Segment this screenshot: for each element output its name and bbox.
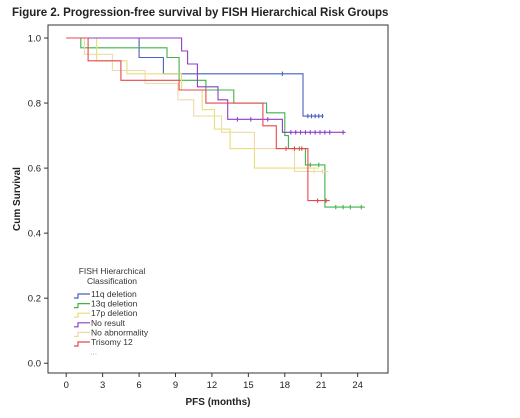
legend-title: Classification xyxy=(87,276,137,286)
legend-label: No result xyxy=(91,318,126,328)
survival-curves xyxy=(66,37,365,210)
legend-item: 11q deletion xyxy=(74,289,137,299)
y-axis-title: Cum Survival xyxy=(12,167,23,231)
survival-line xyxy=(66,37,324,117)
legend-swatch xyxy=(74,341,90,347)
series-trisomy-12 xyxy=(66,37,330,203)
survival-line xyxy=(66,37,365,208)
series-no-result xyxy=(66,37,346,135)
legend-swatch xyxy=(74,312,90,318)
x-axis-title: PFS (months) xyxy=(186,397,251,408)
legend-swatch xyxy=(74,293,90,299)
x-tick-label: 9 xyxy=(173,380,178,391)
y-tick-label: 0.2 xyxy=(28,294,41,305)
series-11q-deletion xyxy=(66,37,324,119)
legend-swatch xyxy=(74,331,90,337)
legend-label: 13q deletion xyxy=(91,299,138,309)
x-tick-label: 21 xyxy=(316,380,327,391)
legend-swatch xyxy=(74,322,90,328)
y-tick-label: 0.8 xyxy=(28,99,41,110)
legend-item: 13q deletion xyxy=(74,299,138,309)
x-tick-label: 6 xyxy=(136,380,141,391)
legend-label: 11q deletion xyxy=(91,289,137,299)
legend-swatch xyxy=(74,303,90,309)
x-tick-label: 3 xyxy=(100,380,105,391)
legend-label: No abnormality xyxy=(91,327,149,337)
series-13q-deletion xyxy=(66,37,365,210)
legend-label: 17p deletion xyxy=(91,308,138,318)
y-tick-label: 0.0 xyxy=(28,359,41,370)
series-no-abnormality xyxy=(66,37,329,174)
x-tick-label: 15 xyxy=(243,380,254,391)
legend-label: Trisomy 12 xyxy=(91,337,133,347)
legend-title: FISH Hierarchical xyxy=(79,266,146,276)
survival-line xyxy=(66,37,330,202)
y-tick-label: 1.0 xyxy=(28,34,41,45)
legend-item: 17p deletion xyxy=(74,308,138,318)
plot-area-frame xyxy=(47,24,389,374)
axes: 0 3 6 9 12 15 18 21 24 0.0 0.2 0.4 0.6 0.8 1.0 xyxy=(28,34,363,391)
x-tick-label: 0 xyxy=(64,380,69,391)
x-tick-label: 24 xyxy=(352,380,363,391)
legend-item: No abnormality xyxy=(74,327,149,337)
y-tick-label: 0.6 xyxy=(28,164,41,175)
x-tick-label: 12 xyxy=(207,380,218,391)
legend-item: Trisomy 12 xyxy=(74,337,133,347)
chart-title: Figure 2. Progression-free survival by F… xyxy=(12,7,389,19)
survival-line xyxy=(66,37,346,133)
x-tick-label: 18 xyxy=(279,380,290,391)
survival-line xyxy=(66,37,329,172)
legend-extra: ... xyxy=(90,347,97,357)
legend-item: No result xyxy=(74,318,126,328)
y-tick-label: 0.4 xyxy=(28,229,41,240)
